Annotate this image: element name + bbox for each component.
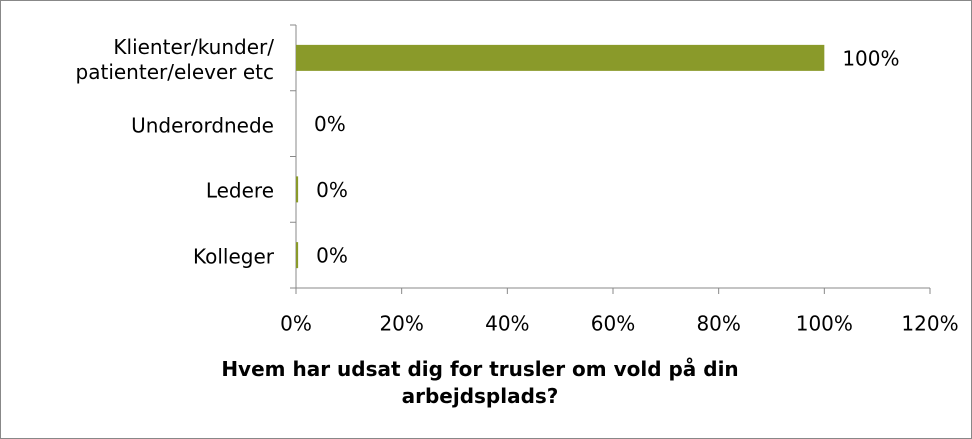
x-tick-label: 0%	[280, 312, 312, 336]
x-tick-label: 100%	[796, 312, 853, 336]
x-tick-label: 120%	[901, 312, 958, 336]
value-label: 0%	[316, 244, 348, 268]
y-tick-label: Kolleger	[193, 244, 274, 269]
y-tick-label: Ledere	[205, 178, 274, 203]
value-label: 0%	[316, 178, 348, 202]
bar	[296, 44, 825, 71]
chart-title: Hvem har udsat dig for trusler om vold p…	[221, 357, 739, 408]
value-label: 0%	[314, 112, 346, 136]
x-tick-label: 60%	[591, 312, 635, 336]
x-tick-label: 40%	[485, 312, 529, 336]
y-tick-label: Underordnede	[131, 113, 274, 138]
y-tick-label: Klienter/kunder/ patienter/elever etc	[75, 34, 274, 84]
x-tick-label: 80%	[696, 312, 740, 336]
value-label: 100%	[842, 46, 899, 70]
bar	[296, 176, 299, 203]
x-tick-label: 20%	[379, 312, 423, 336]
bar	[296, 242, 299, 269]
